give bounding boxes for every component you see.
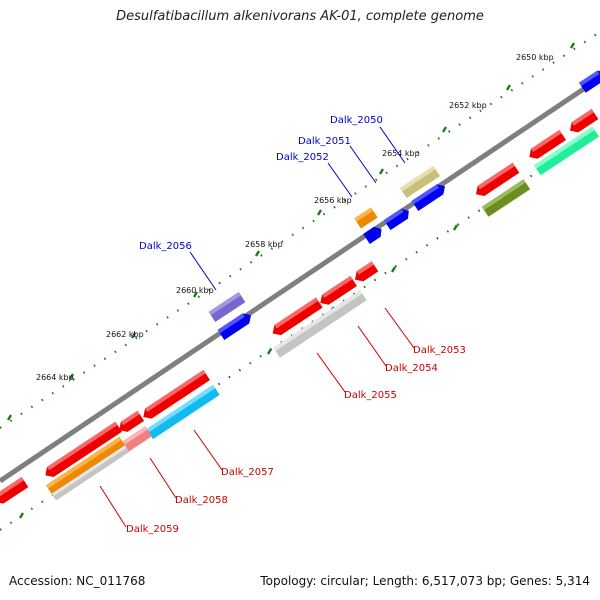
gene-block-dalk-2050[interactable] — [400, 165, 440, 199]
gene-block-dalk-2054[interactable] — [317, 275, 357, 308]
kbp-tick-labels: 2650 kbp 2652 kbp 2654 kbp 2656 kbp 2658… — [36, 53, 554, 382]
gene-block-dalk-2056[interactable] — [208, 292, 246, 322]
gene-blocks — [0, 67, 600, 507]
gene-block-red-right-1[interactable] — [567, 109, 599, 136]
tick-label-2652: 2652 kbp — [449, 101, 487, 110]
gene-block-dalk-2052[interactable] — [383, 206, 412, 231]
gene-block-dalk-2059[interactable] — [51, 445, 130, 501]
gene-block-red-right-3[interactable] — [473, 162, 520, 199]
gene-block-red-2059-upper[interactable] — [42, 421, 123, 481]
gene-block-red-left-edge[interactable] — [0, 477, 29, 507]
gene-label-dalk-2053[interactable]: Dalk_2053 — [413, 345, 466, 356]
leader-lines — [99, 126, 415, 528]
gene-label-dalk-2050[interactable]: Dalk_2050 — [330, 115, 383, 126]
gene-label-dalk-2051[interactable]: Dalk_2051 — [298, 136, 351, 147]
outer-tick-marks — [6, 42, 576, 421]
tick-label-2660: 2660 kbp — [176, 286, 214, 295]
gene-label-dalk-2055[interactable]: Dalk_2055 — [344, 390, 397, 401]
genome-title: Desulfatibacillum alkenivorans AK-01, co… — [116, 9, 484, 24]
gene-label-dalk-2052[interactable]: Dalk_2052 — [276, 152, 329, 163]
gene-block-dalk-2051[interactable] — [411, 181, 449, 211]
accession-text: Accession: NC_011768 — [9, 574, 146, 588]
gene-block-olive[interactable] — [481, 179, 531, 217]
tick-label-2650: 2650 kbp — [516, 53, 554, 62]
tick-label-2658: 2658 kbp — [245, 240, 283, 249]
gene-block-red-right-2[interactable] — [526, 129, 566, 162]
gene-label-dalk-2058[interactable]: Dalk_2058 — [175, 495, 228, 506]
gene-label-dalk-2056[interactable]: Dalk_2056 — [139, 241, 192, 252]
gene-label-dalk-2059[interactable]: Dalk_2059 — [126, 524, 179, 535]
tick-label-2664: 2664 kbp — [36, 373, 74, 382]
gene-block-blue-2052c[interactable] — [363, 224, 385, 244]
tick-label-2654: 2654 kbp — [382, 149, 420, 158]
gene-block-dalk-2058[interactable] — [122, 426, 152, 452]
gene-label-dalk-2054[interactable]: Dalk_2054 — [385, 363, 438, 374]
gene-block-red-2058-upper[interactable] — [116, 410, 145, 435]
gene-block-dalk-2053[interactable] — [352, 261, 379, 284]
gene-block-dalk-2057[interactable] — [146, 384, 220, 440]
gene-block-blue-2056b[interactable] — [217, 310, 255, 340]
gene-block-blue-top-right[interactable] — [579, 67, 600, 93]
outer-dotted-ring — [0, 31, 600, 429]
genome-backbone — [0, 75, 600, 484]
tick-label-2656: 2656 kbp — [314, 196, 352, 205]
tick-label-2662: 2662 kbp — [106, 330, 144, 339]
gene-block-red-2057-upper[interactable] — [140, 370, 210, 422]
gene-labels: Dalk_2050 Dalk_2051 Dalk_2052 Dalk_2056 … — [126, 115, 466, 535]
gene-block-dalk-2055[interactable] — [273, 290, 367, 358]
gene-block-orange-2052b[interactable] — [354, 207, 378, 229]
gene-block-red-2054b[interactable] — [269, 297, 323, 339]
topology-summary-text: Topology: circular; Length: 6,517,073 bp… — [260, 574, 590, 588]
gene-label-dalk-2057[interactable]: Dalk_2057 — [221, 467, 274, 478]
gene-block-orange-2059[interactable] — [45, 436, 127, 496]
gene-block-mint[interactable] — [533, 126, 599, 176]
